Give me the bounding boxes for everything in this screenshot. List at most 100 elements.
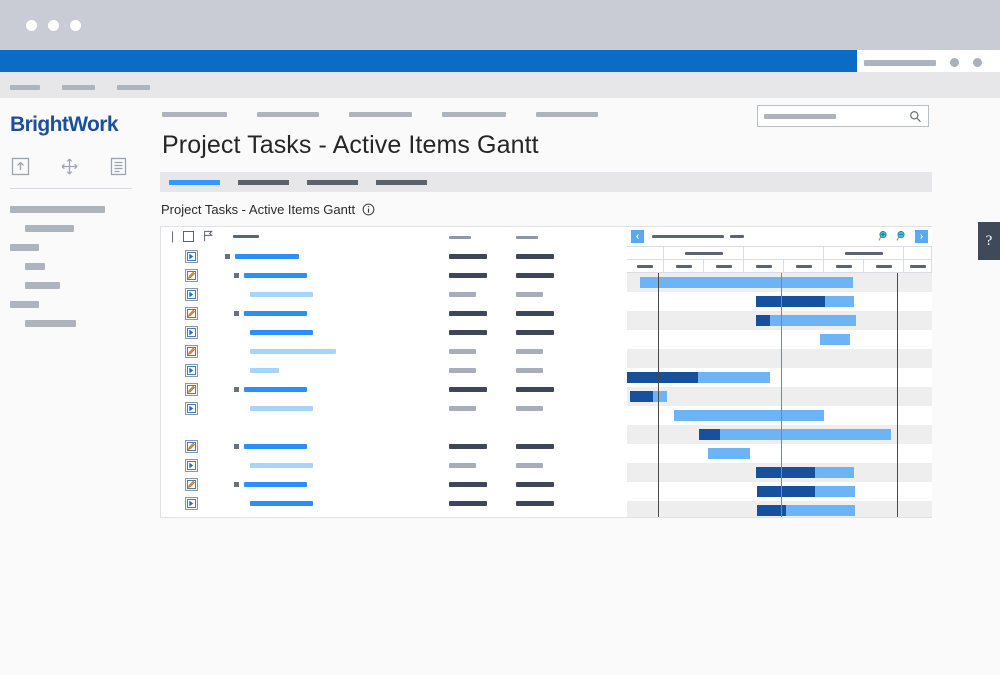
task-name-cell[interactable] (250, 292, 313, 297)
gantt-bar[interactable] (757, 505, 855, 516)
sidebar-item-1[interactable] (10, 219, 105, 238)
sidebar-item-3[interactable] (10, 257, 105, 276)
breadcrumb-item-4[interactable] (536, 112, 598, 117)
table-row[interactable] (161, 266, 626, 285)
breadcrumb-item-2[interactable] (349, 112, 412, 117)
gantt-bar[interactable] (627, 372, 770, 383)
task-name-cell[interactable] (234, 444, 307, 449)
table-row[interactable] (161, 475, 626, 494)
sidebar-icon-row[interactable] (10, 156, 129, 177)
task-start-icon[interactable] (185, 402, 198, 415)
task-edit-icon[interactable] (185, 478, 198, 491)
timeline-toolbar[interactable]: ‹ › (627, 227, 932, 246)
task-start-icon[interactable] (185, 364, 198, 377)
task-name-cell[interactable] (250, 406, 313, 411)
tab-bar[interactable] (160, 172, 932, 192)
window-controls[interactable] (26, 20, 81, 31)
task-edit-icon[interactable] (185, 345, 198, 358)
gantt-bar[interactable] (699, 429, 891, 440)
subnav-item-2[interactable] (62, 85, 95, 90)
sidebar-item-5[interactable] (10, 295, 105, 314)
minimize-dot[interactable] (48, 20, 59, 31)
sidebar-item-0[interactable] (10, 200, 105, 219)
column-header-date-1[interactable] (449, 236, 471, 239)
column-header-date-2[interactable] (516, 236, 538, 239)
zoom-out-icon[interactable] (896, 230, 908, 242)
move-arrows-icon[interactable] (59, 156, 80, 177)
gantt-grid-header-icons[interactable]: | (171, 229, 260, 243)
attachment-bar-icon[interactable]: | (171, 229, 175, 243)
task-name-cell[interactable] (234, 273, 307, 278)
tab-2[interactable] (307, 179, 358, 185)
task-edit-icon[interactable] (185, 307, 198, 320)
task-start-icon[interactable] (185, 459, 198, 472)
expand-toggle-icon[interactable] (234, 387, 239, 392)
info-circle-icon[interactable] (362, 203, 375, 216)
tab-1[interactable] (238, 179, 289, 185)
breadcrumb-item-0[interactable] (162, 112, 227, 117)
expand-toggle-icon[interactable] (234, 444, 239, 449)
timeline-zoom-group[interactable] (878, 230, 908, 242)
table-row[interactable] (161, 361, 626, 380)
task-start-icon[interactable] (185, 326, 198, 339)
timeline-next-button[interactable]: › (915, 230, 928, 243)
column-header-title[interactable] (233, 234, 260, 238)
zoom-in-icon[interactable] (878, 230, 890, 242)
task-name-cell[interactable] (250, 368, 279, 373)
subnav-item-3[interactable] (117, 85, 150, 90)
gantt-bar[interactable] (640, 277, 853, 288)
search-input[interactable] (757, 105, 929, 127)
breadcrumb[interactable] (162, 112, 598, 117)
list-document-icon[interactable] (108, 156, 129, 177)
close-dot[interactable] (26, 20, 37, 31)
topnav-dot-2[interactable] (973, 58, 982, 67)
task-name-cell[interactable] (234, 311, 307, 316)
gantt-bar[interactable] (674, 410, 824, 421)
gantt-bar[interactable] (757, 486, 855, 497)
subnav-item-1[interactable] (10, 85, 40, 90)
sidebar-item-2[interactable] (10, 238, 105, 257)
task-name-cell[interactable] (250, 330, 313, 335)
gantt-bar[interactable] (820, 334, 850, 345)
table-row[interactable] (161, 285, 626, 304)
task-start-icon[interactable] (185, 288, 198, 301)
task-edit-icon[interactable] (185, 440, 198, 453)
table-row[interactable] (161, 342, 626, 361)
flag-icon[interactable] (203, 230, 214, 242)
gantt-bar[interactable] (756, 296, 854, 307)
task-edit-icon[interactable] (185, 269, 198, 282)
brand-logo[interactable]: BrightWork (10, 113, 119, 137)
expand-toggle-icon[interactable] (234, 311, 239, 316)
tab-3[interactable] (376, 179, 427, 185)
table-row[interactable] (161, 456, 626, 475)
subnav-items[interactable] (10, 85, 150, 90)
maximize-dot[interactable] (70, 20, 81, 31)
breadcrumb-item-3[interactable] (442, 112, 506, 117)
gantt-bar[interactable] (756, 315, 856, 326)
expand-toggle-icon[interactable] (225, 254, 230, 259)
table-row[interactable] (161, 437, 626, 456)
table-row[interactable] (161, 380, 626, 399)
sidebar-nav[interactable] (10, 200, 105, 333)
task-start-icon[interactable] (185, 497, 198, 510)
sidebar-item-6[interactable] (10, 314, 105, 333)
topnav-right-placeholder[interactable] (864, 59, 936, 66)
expand-toggle-icon[interactable] (234, 482, 239, 487)
task-name-cell[interactable] (234, 482, 307, 487)
task-name-cell[interactable] (250, 349, 336, 354)
search-icon[interactable] (909, 110, 922, 123)
table-row[interactable] (161, 304, 626, 323)
task-name-cell[interactable] (250, 501, 313, 506)
task-edit-icon[interactable] (185, 383, 198, 396)
table-row[interactable] (161, 399, 626, 418)
table-row[interactable] (161, 494, 626, 513)
checkbox-icon[interactable] (183, 230, 195, 242)
expand-toggle-icon[interactable] (234, 273, 239, 278)
sidebar-item-4[interactable] (10, 276, 105, 295)
gantt-bar[interactable] (708, 448, 750, 459)
task-name-cell[interactable] (250, 463, 313, 468)
gantt-bar[interactable] (756, 467, 854, 478)
topnav-right-group[interactable] (864, 58, 982, 67)
table-row[interactable] (161, 247, 626, 266)
table-row[interactable] (161, 323, 626, 342)
